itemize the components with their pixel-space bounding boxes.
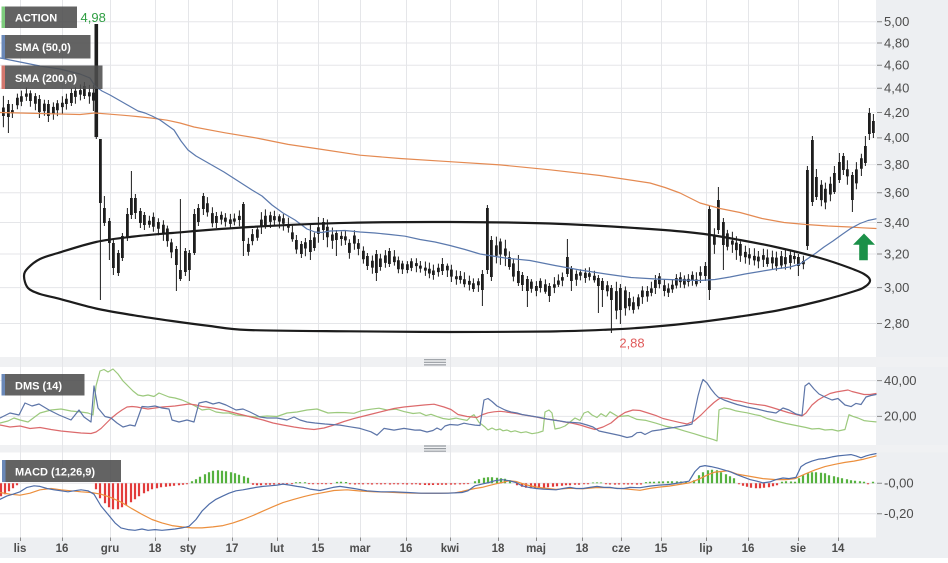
svg-text:3,40: 3,40	[884, 215, 909, 230]
svg-text:18: 18	[492, 543, 505, 555]
svg-text:maj: maj	[526, 543, 546, 555]
svg-text:lut: lut	[270, 543, 284, 555]
svg-text:sie: sie	[790, 543, 806, 555]
svg-text:18: 18	[149, 543, 162, 555]
svg-text:gru: gru	[101, 543, 120, 555]
svg-text:15: 15	[312, 543, 325, 555]
svg-text:2,80: 2,80	[884, 316, 909, 331]
svg-text:4,80: 4,80	[884, 35, 909, 50]
svg-text:16: 16	[400, 543, 413, 555]
svg-text:15: 15	[655, 543, 668, 555]
svg-text:mar: mar	[349, 543, 371, 555]
svg-text:4,40: 4,40	[884, 81, 909, 96]
svg-text:sty: sty	[180, 543, 197, 555]
svg-text:ACTION: ACTION	[15, 13, 57, 25]
svg-text:17: 17	[226, 543, 239, 555]
svg-text:SMA (200,0): SMA (200,0)	[15, 73, 77, 85]
svg-text:DMS (14): DMS (14)	[15, 380, 62, 392]
svg-text:lip: lip	[699, 543, 712, 555]
svg-text:-0,20: -0,20	[884, 506, 914, 521]
svg-text:40,00: 40,00	[884, 373, 917, 388]
svg-text:16: 16	[56, 543, 69, 555]
svg-text:4,20: 4,20	[884, 105, 909, 120]
svg-text:5,00: 5,00	[884, 14, 909, 29]
svg-text:4,00: 4,00	[884, 130, 909, 145]
svg-text:18: 18	[576, 543, 589, 555]
svg-text:4,98: 4,98	[81, 10, 106, 25]
svg-text:20,00: 20,00	[884, 409, 917, 424]
svg-text:3,00: 3,00	[884, 280, 909, 295]
svg-text:3,80: 3,80	[884, 157, 909, 172]
svg-text:3,60: 3,60	[884, 185, 909, 200]
svg-text:4,60: 4,60	[884, 58, 909, 73]
svg-text:3,20: 3,20	[884, 246, 909, 261]
svg-text:-0,00: -0,00	[884, 476, 914, 491]
svg-text:cze: cze	[612, 543, 631, 555]
svg-text:14: 14	[832, 543, 845, 555]
svg-text:SMA (50,0): SMA (50,0)	[15, 42, 71, 54]
svg-text:2,88: 2,88	[619, 336, 644, 351]
svg-text:lis: lis	[14, 543, 27, 555]
svg-text:kwi: kwi	[441, 543, 460, 555]
svg-text:MACD (12,26,9): MACD (12,26,9)	[15, 467, 95, 479]
svg-text:16: 16	[742, 543, 755, 555]
